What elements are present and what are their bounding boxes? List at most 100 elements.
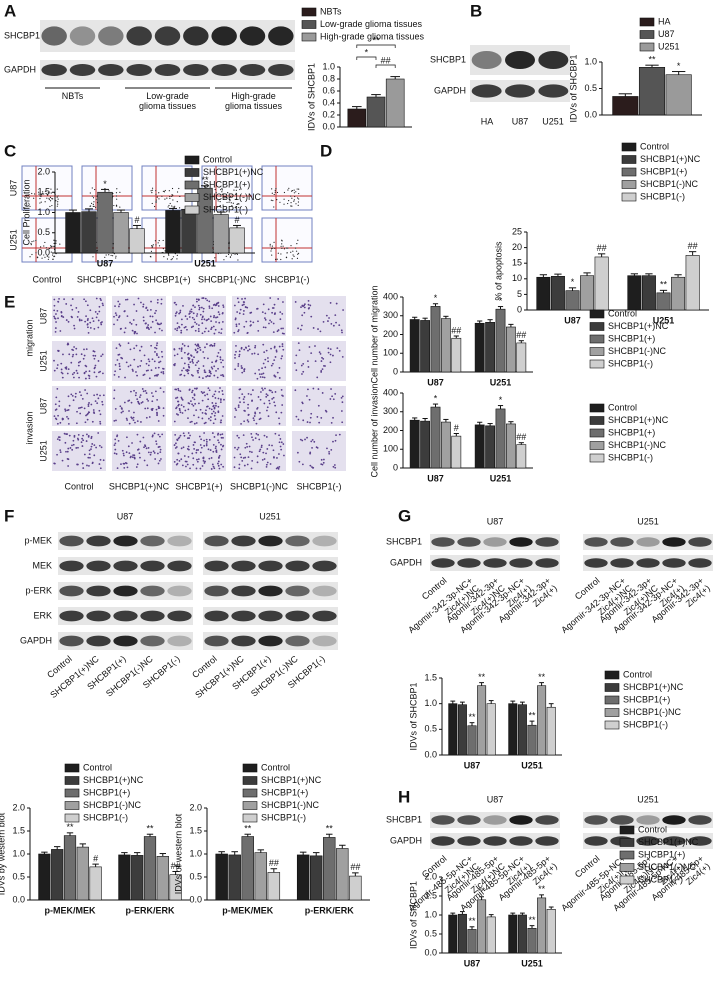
blot-band [69, 64, 96, 76]
event-dot [151, 192, 153, 194]
bar [267, 872, 281, 901]
cell-dot [278, 345, 281, 348]
y-tick-label: 0.6 [322, 85, 335, 95]
cell-dot [265, 465, 268, 468]
event-dot [150, 190, 152, 192]
cell-dot [217, 457, 220, 459]
blot-row-label: GAPDH [390, 557, 422, 567]
event-dot [293, 255, 295, 258]
cell-dot [72, 399, 75, 402]
event-dot [221, 187, 223, 190]
bar [430, 406, 441, 469]
x-tick-label: U251 [194, 258, 216, 268]
cell-dot [101, 403, 104, 406]
cell-dot [149, 308, 152, 311]
y-axis-label: IDVs of SHCBP1 [568, 54, 578, 122]
legend-swatch [604, 670, 620, 680]
cell-dot [157, 366, 160, 369]
cell-dot [205, 444, 208, 447]
cell-dot [283, 454, 285, 457]
cell-dot [66, 450, 69, 453]
cell-dot [181, 398, 184, 401]
cell-dot [157, 433, 160, 436]
cell-dot [61, 459, 64, 462]
cell-dot [206, 343, 208, 345]
micrograph [172, 386, 226, 426]
cell-dot [82, 439, 85, 442]
cell-dot [176, 322, 179, 325]
cell-dot [192, 444, 195, 446]
cell-dot [327, 351, 330, 354]
cell-dot [325, 314, 328, 317]
cell-dot [127, 342, 130, 345]
cell-dot [81, 462, 84, 465]
cell-dot [53, 462, 56, 465]
cell-dot [217, 433, 219, 436]
cell-dot [176, 458, 179, 461]
event-dot [271, 254, 273, 256]
column-label: SHCBP1(+) [143, 274, 190, 284]
cell-dot [71, 444, 73, 447]
cell-dot [150, 392, 153, 394]
legend-swatch [619, 838, 635, 847]
bar [594, 256, 609, 311]
cell-dot [150, 369, 153, 372]
cell-dot [130, 401, 133, 404]
cell-dot [58, 439, 61, 441]
event-dot [94, 188, 96, 191]
cell-dot [135, 371, 137, 373]
cell-dot [147, 364, 150, 367]
event-dot [164, 198, 166, 200]
event-dot [297, 252, 300, 254]
bar [409, 419, 420, 469]
cell-dot [177, 389, 180, 392]
bar [467, 725, 477, 756]
cell-dot [207, 417, 210, 420]
cell-dot [192, 304, 195, 307]
cell-dot [154, 390, 157, 393]
cell-dot [203, 422, 206, 425]
cell-dot [267, 357, 269, 359]
event-dot [168, 254, 170, 256]
event-dot [290, 205, 292, 207]
micrograph [292, 341, 346, 381]
cell-dot [71, 298, 74, 300]
legend-label: Control [608, 402, 637, 412]
event-dot [172, 206, 174, 208]
cell-dot [83, 298, 86, 301]
cell-dot [180, 347, 183, 350]
cell-dot [199, 451, 202, 454]
legend-label: SHCBP1(-)NC [83, 800, 142, 810]
cell-dot [180, 458, 183, 461]
blot-band [636, 836, 660, 846]
cell-dot [318, 421, 321, 424]
cell-dot [217, 311, 220, 313]
event-dot [273, 206, 275, 208]
significance-mark: * [499, 296, 503, 306]
cell-dot [207, 387, 210, 390]
cell-dot [278, 367, 281, 369]
cell-dot [210, 320, 213, 323]
event-dot [115, 205, 118, 207]
cell-dot [146, 398, 149, 401]
bar [296, 854, 310, 901]
cell-dot [236, 311, 239, 313]
cell-dot [221, 390, 224, 392]
legend-swatch [301, 20, 317, 29]
cell-dot [338, 324, 341, 326]
cell-dot [175, 312, 177, 315]
cell-dot [333, 464, 336, 466]
cell-dot [86, 413, 89, 416]
cell-dot [213, 414, 216, 417]
cell-dot [214, 412, 217, 414]
event-dot [222, 204, 224, 206]
cell-dot [278, 417, 280, 420]
event-dot [56, 196, 58, 198]
cell-dot [195, 451, 198, 454]
legend-swatch [589, 309, 605, 319]
cell-dot [120, 463, 122, 466]
event-dot [51, 204, 53, 207]
cell-dot [190, 373, 193, 376]
bar [420, 320, 430, 373]
cell-dot [202, 456, 205, 459]
